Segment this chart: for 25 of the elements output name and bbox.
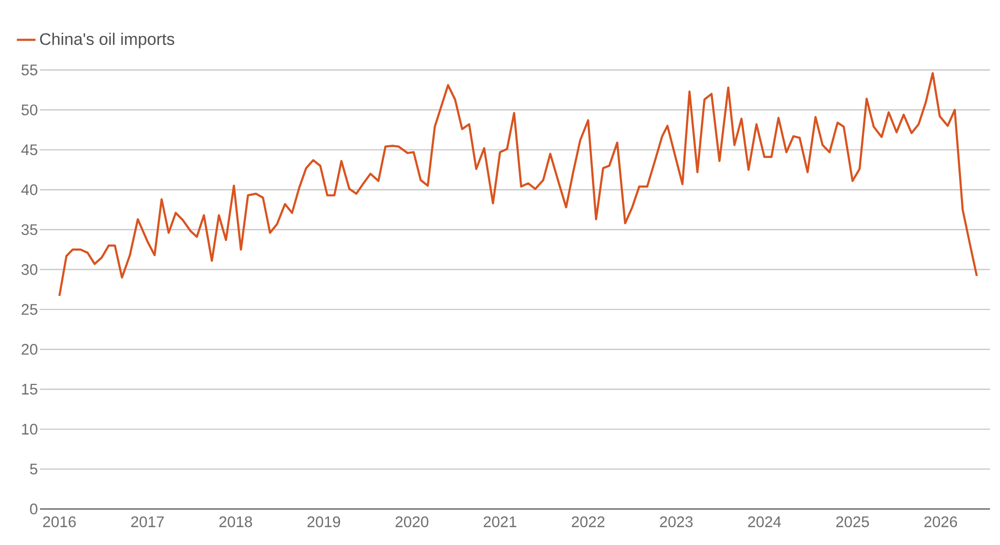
- y-tick-label: 25: [22, 304, 38, 315]
- x-tick-label: 2025: [836, 516, 869, 528]
- y-tick-label: 20: [22, 344, 38, 355]
- x-tick-label: 2022: [572, 516, 604, 528]
- y-tick-label: 35: [21, 224, 38, 236]
- y-tick-label: 45: [21, 144, 38, 156]
- y-tick-label: 30: [21, 264, 38, 275]
- y-tick-label: 0: [30, 504, 38, 514]
- x-tick-label: 2026: [924, 516, 958, 528]
- x-tick-label: 2024: [748, 516, 781, 528]
- x-tick-label: 2021: [484, 516, 516, 528]
- x-tick-label: 2017: [131, 516, 164, 528]
- x-tick-label: 2020: [396, 516, 428, 528]
- x-tick-label: 2018: [219, 516, 252, 528]
- y-tick-label: 55: [22, 64, 38, 76]
- x-tick-label: 2023: [660, 516, 693, 528]
- y-tick-label: 5: [30, 464, 38, 474]
- line-series: [58, 72, 978, 297]
- y-tick-label: 50: [22, 104, 38, 116]
- legend-label: China's oil imports: [40, 32, 174, 48]
- x-tick-label: 2016: [43, 516, 76, 528]
- y-tick-label: 40: [21, 184, 38, 196]
- y-tick-label: 15: [22, 384, 38, 395]
- y-tick-label: 10: [22, 424, 38, 435]
- x-tick-label: 2019: [307, 516, 340, 528]
